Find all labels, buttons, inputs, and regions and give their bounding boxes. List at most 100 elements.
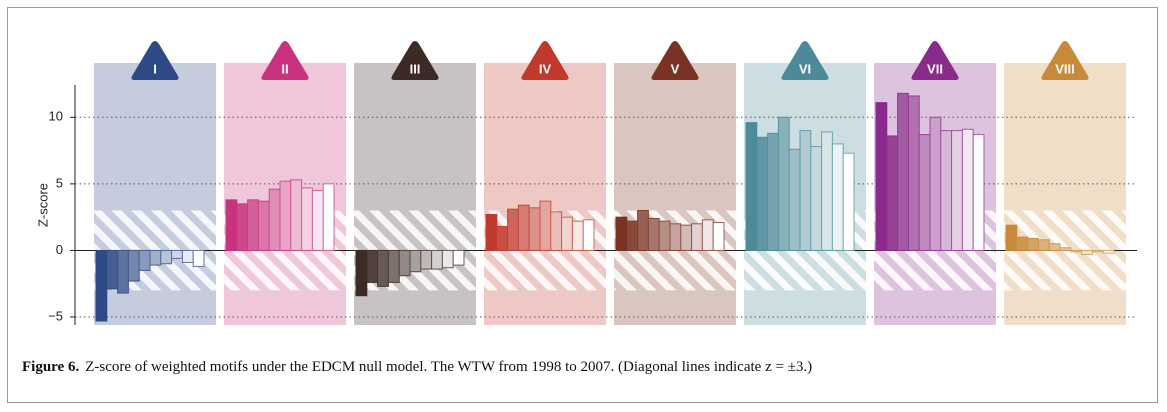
bar [615,216,628,251]
bar [247,199,259,251]
bar [669,223,682,251]
bar [377,249,389,287]
bar [1102,249,1115,254]
caption-label: Figure 6. [22,359,80,375]
group-label: V [671,61,680,76]
bar [322,183,335,251]
y-tick-label: −5 [48,308,63,323]
group-marker [911,41,959,80]
bar [897,92,909,251]
y-tick-label: 0 [56,242,63,257]
bar [127,249,140,282]
bar [701,219,714,251]
bar [181,249,194,263]
bar [441,249,454,269]
group-marker [651,41,699,80]
bar [171,249,183,259]
bar [571,220,584,251]
bar [842,152,855,251]
bar [961,128,974,251]
group-label: II [281,61,288,76]
bar [767,132,779,251]
bar [831,143,844,251]
bar [290,179,303,251]
group-label: VI [799,61,811,76]
y-axis-label: Z-score [35,183,50,227]
bar [658,220,671,251]
bar [637,209,649,251]
bar [1070,249,1083,253]
bar [301,187,313,251]
bar [810,146,823,251]
bar [907,95,920,251]
bar [138,249,151,271]
bar [431,249,443,270]
bar [496,225,509,251]
bar [799,130,812,251]
frame [7,7,1158,403]
bar [1081,249,1093,255]
bar [507,208,519,251]
bar [539,200,552,251]
bar [788,148,801,251]
group-marker [781,41,829,80]
bar [886,135,899,251]
bar [745,122,758,251]
group-label: III [410,61,421,76]
group-label: IV [539,61,552,76]
bar [1048,243,1061,251]
bar [528,207,541,251]
bar [160,249,173,265]
bar [1027,237,1039,251]
bar [756,136,769,251]
bar [452,249,465,266]
y-tick-label: 5 [56,175,63,190]
bar [420,249,433,270]
bar [355,249,368,297]
group-label: VII [927,61,943,76]
bar [712,221,725,251]
bar [1059,247,1072,251]
bar [1005,224,1018,251]
group-marker [131,41,179,80]
bar [647,217,660,251]
bar [940,130,953,251]
bar [279,180,292,251]
bar [366,249,379,283]
bar [875,102,888,251]
bar [192,249,205,267]
caption-text: Z-score of weighted motifs under the EDC… [85,359,813,375]
group-marker [521,41,569,80]
bar [561,216,573,251]
bar [268,188,281,251]
bar [582,219,595,251]
bar [1037,239,1050,251]
bar [409,249,422,273]
bar [929,116,942,251]
group-label: I [153,61,157,76]
y-tick-label: 10 [49,109,63,124]
bar [387,249,400,283]
caption: Figure 6. Z-score of weighted motifs unde… [22,356,892,378]
bar [225,199,238,251]
bar [918,134,931,251]
bar [680,224,693,251]
bar [117,249,129,294]
bar [626,220,639,251]
bar [236,203,249,251]
group-label: VIII [1055,61,1075,76]
bar [777,116,790,251]
bar [951,130,963,251]
bar [95,249,108,322]
bar [972,134,985,251]
bar [311,190,324,251]
bar [691,223,703,251]
bar [257,200,270,251]
bar [1016,236,1029,251]
bar [550,211,563,251]
bar [517,204,530,251]
bar [106,249,119,290]
bar [398,249,411,277]
